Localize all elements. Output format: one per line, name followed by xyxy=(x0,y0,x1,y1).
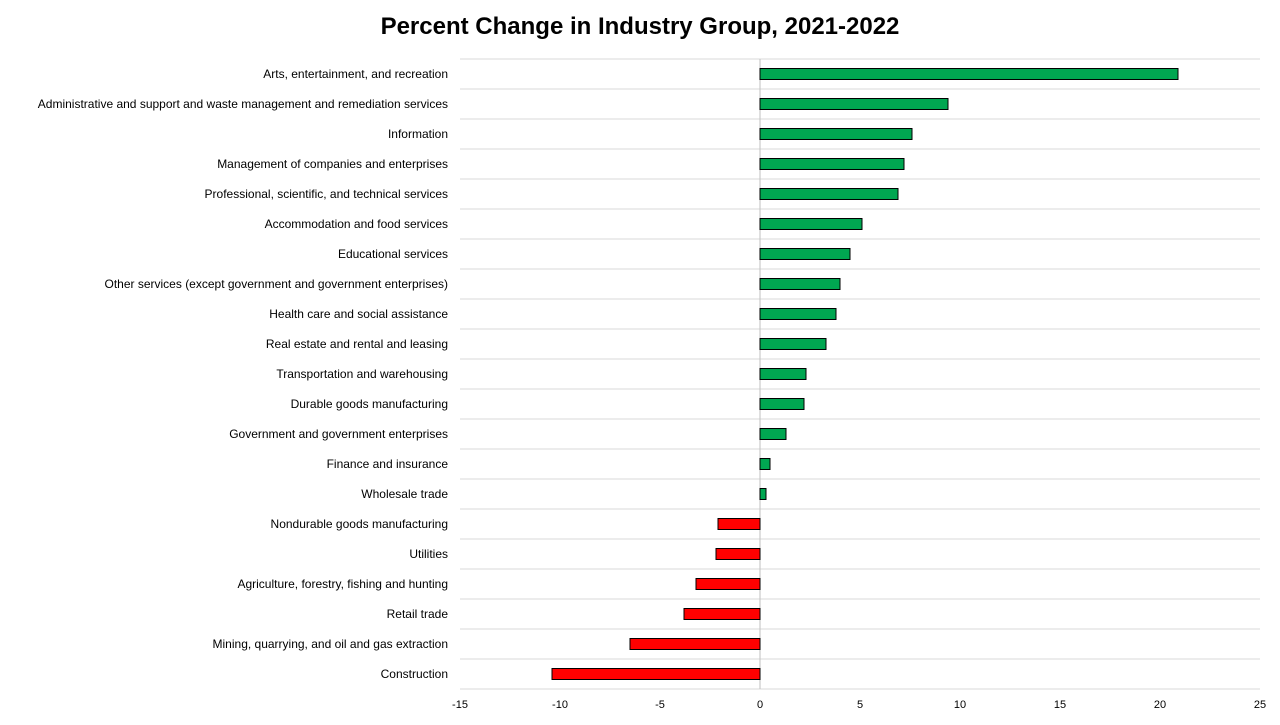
chart-title: Percent Change in Industry Group, 2021-2… xyxy=(381,13,900,40)
x-axis-tick-labels: -15 -10 -5 0 5 10 15 20 25 xyxy=(452,699,1266,711)
category-label: Wholesale trade xyxy=(361,487,448,501)
bar xyxy=(551,668,761,680)
bar xyxy=(759,128,913,140)
category-label: Other services (except government and go… xyxy=(105,277,449,291)
bar xyxy=(759,338,827,350)
bar xyxy=(759,248,851,260)
category-label: Government and government enterprises xyxy=(229,427,448,441)
category-label: Health care and social assistance xyxy=(269,307,448,321)
category-label: Durable goods manufacturing xyxy=(291,397,448,411)
category-label: Transportation and warehousing xyxy=(276,367,448,381)
category-label: Retail trade xyxy=(387,607,449,621)
category-label: Real estate and rental and leasing xyxy=(266,337,448,351)
bar xyxy=(759,428,787,440)
category-label: Finance and insurance xyxy=(327,457,449,471)
category-label: Professional, scientific, and technical … xyxy=(205,187,448,201)
bar xyxy=(759,398,805,410)
bar xyxy=(759,308,837,320)
bar xyxy=(695,578,761,590)
category-label: Administrative and support and waste man… xyxy=(38,97,448,111)
bar xyxy=(629,638,761,650)
x-tick-label: -5 xyxy=(655,699,665,711)
category-label: Arts, entertainment, and recreation xyxy=(263,67,448,81)
bar xyxy=(759,278,841,290)
gridlines xyxy=(460,58,1260,690)
x-tick-label: 5 xyxy=(857,699,863,711)
x-tick-label: 0 xyxy=(757,699,763,711)
bar xyxy=(759,488,767,500)
category-label: Utilities xyxy=(409,547,448,561)
bar xyxy=(759,98,949,110)
category-label: Accommodation and food services xyxy=(265,217,448,231)
x-tick-label: 15 xyxy=(1054,699,1066,711)
bar xyxy=(759,368,807,380)
x-tick-label: -10 xyxy=(552,699,568,711)
category-label: Agriculture, forestry, fishing and hunti… xyxy=(237,577,448,591)
category-label: Construction xyxy=(381,667,448,681)
x-tick-label: -15 xyxy=(452,699,468,711)
category-labels: Arts, entertainment, and recreation Admin… xyxy=(38,67,449,681)
category-label: Information xyxy=(388,127,448,141)
bar xyxy=(759,188,899,200)
bar xyxy=(683,608,761,620)
bar xyxy=(759,458,771,470)
category-label: Management of companies and enterprises xyxy=(217,157,448,171)
bar xyxy=(715,548,761,560)
bars xyxy=(551,68,1179,680)
x-tick-label: 10 xyxy=(954,699,966,711)
category-label: Educational services xyxy=(338,247,448,261)
x-tick-label: 25 xyxy=(1254,699,1266,711)
category-label: Nondurable goods manufacturing xyxy=(271,517,448,531)
bar xyxy=(717,518,761,530)
bar xyxy=(759,158,905,170)
category-label: Mining, quarrying, and oil and gas extra… xyxy=(213,637,448,651)
bar xyxy=(759,68,1179,80)
x-tick-label: 20 xyxy=(1154,699,1166,711)
bar xyxy=(759,218,863,230)
